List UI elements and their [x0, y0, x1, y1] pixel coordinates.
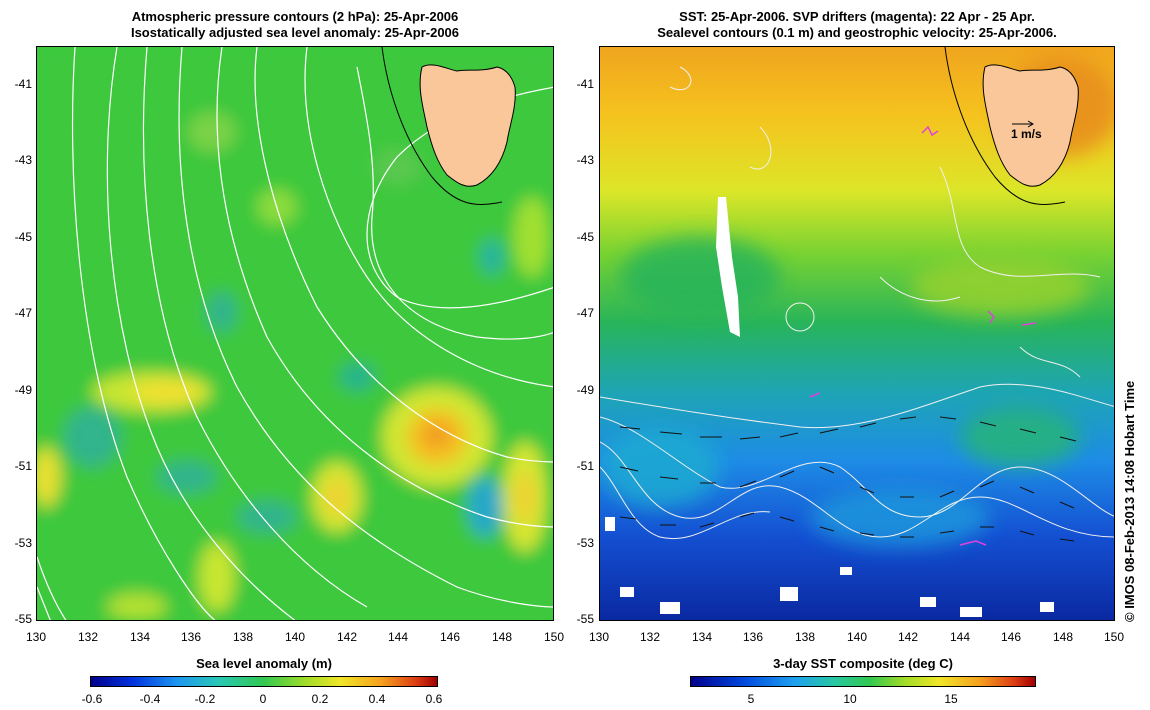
left-colorbar-tick: 0: [259, 692, 267, 706]
left-xtick: 140: [284, 630, 306, 644]
left-xtick: 138: [232, 630, 254, 644]
imos-credit: © IMOS 08-Feb-2013 14:08 Hobart Time: [1122, 380, 1137, 622]
velocity-scale-arrow: [1012, 120, 1034, 128]
left-xtick: 142: [336, 630, 358, 644]
right-xtick: 134: [691, 630, 713, 644]
right-xtick: 150: [1103, 630, 1125, 644]
left-ytick: -41: [14, 77, 32, 91]
left-ytick: -55: [14, 612, 32, 626]
right-colorbar: [690, 676, 1036, 687]
left-colorbar-tick: -0.4: [139, 692, 161, 706]
left-ytick: -45: [14, 230, 32, 244]
right-map-sst: 1 m/s: [599, 46, 1115, 621]
left-panel-title-line1: Atmospheric pressure contours (2 hPa): 2…: [131, 9, 459, 24]
left-xtick: 136: [180, 630, 202, 644]
right-xtick: 148: [1052, 630, 1074, 644]
right-xtick: 140: [846, 630, 868, 644]
left-xtick: 144: [387, 630, 409, 644]
right-ytick: -49: [576, 383, 594, 397]
sealevel-contours: [600, 66, 1114, 540]
right-ytick: -41: [576, 77, 594, 91]
right-panel-title-line1: SST: 25-Apr-2006. SVP drifters (magenta)…: [679, 9, 1035, 24]
cloud-gaps: [605, 197, 1054, 617]
right-colorbar-label: 3-day SST composite (deg C): [773, 656, 953, 671]
tasmania-landmass: [419, 64, 516, 187]
right-xtick: 132: [639, 630, 661, 644]
left-ytick: -49: [14, 383, 32, 397]
right-colorbar-tick: 5: [747, 692, 755, 706]
left-colorbar-tick: -0.2: [194, 692, 216, 706]
left-ytick: -43: [14, 153, 32, 167]
right-panel-title-line2: Sealevel contours (0.1 m) and geostrophi…: [657, 25, 1057, 40]
right-xtick: 130: [588, 630, 610, 644]
left-panel-title-line2: Isostatically adjusted sea level anomaly…: [130, 25, 460, 40]
right-ytick: -47: [576, 306, 594, 320]
left-xtick: 134: [129, 630, 151, 644]
left-ytick: -47: [14, 306, 32, 320]
left-colorbar-tick: -0.6: [81, 692, 103, 706]
pressure-contours: [37, 47, 553, 620]
velocity-scale-label: 1 m/s: [1011, 127, 1042, 141]
geostrophic-velocity-arrows: [619, 416, 1077, 542]
drifter-tracks: [809, 125, 1037, 546]
right-ytick: -45: [576, 230, 594, 244]
right-colorbar-tick: 10: [843, 692, 857, 706]
right-xtick: 144: [949, 630, 971, 644]
right-ytick: -55: [576, 612, 594, 626]
right-ytick: -51: [576, 459, 594, 473]
left-xtick: 132: [77, 630, 99, 644]
right-map-graphic: [600, 47, 1114, 620]
left-map-sea-level-anomaly: [36, 46, 554, 621]
left-ytick: -51: [14, 459, 32, 473]
left-colorbar-label: Sea level anomaly (m): [196, 656, 332, 671]
right-colorbar-tick: 15: [944, 692, 958, 706]
right-ytick: -43: [576, 153, 594, 167]
right-xtick: 142: [897, 630, 919, 644]
left-colorbar: [90, 676, 438, 687]
left-xtick: 150: [543, 630, 565, 644]
right-xtick: 146: [1000, 630, 1022, 644]
left-ytick: -53: [14, 536, 32, 550]
left-colorbar-tick: 0.6: [425, 692, 443, 706]
left-colorbar-tick: 0.4: [368, 692, 386, 706]
left-xtick: 146: [439, 630, 461, 644]
left-colorbar-tick: 0.2: [311, 692, 329, 706]
left-map-graphic: [37, 47, 553, 620]
right-xtick: 136: [742, 630, 764, 644]
left-xtick: 130: [25, 630, 47, 644]
left-xtick: 148: [491, 630, 513, 644]
right-ytick: -53: [576, 536, 594, 550]
right-xtick: 138: [794, 630, 816, 644]
